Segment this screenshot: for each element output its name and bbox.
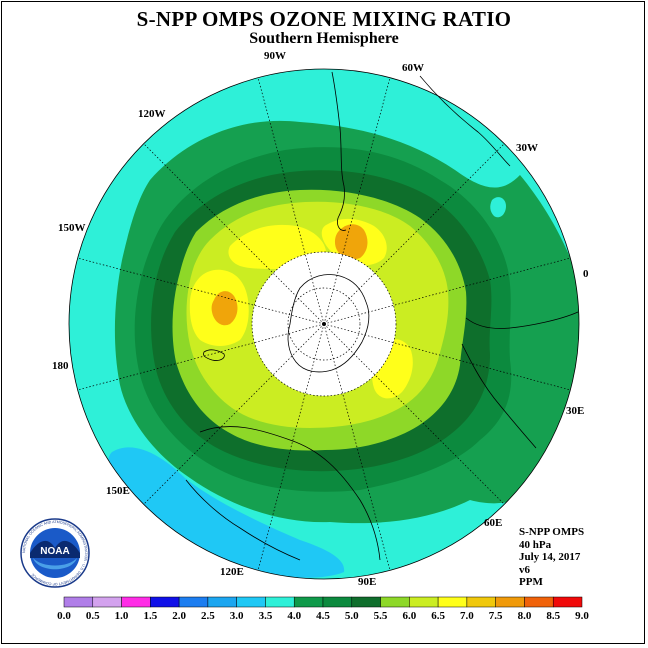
noaa-logo: NOAA NATIONAL OCEANIC AND ATMOSPHERIC AD…: [20, 518, 90, 588]
field-orange-7.0-7.5: [334, 224, 368, 260]
colorbar-tick-label: 7.0: [460, 610, 474, 622]
coastline-south-america-east: [419, 75, 511, 167]
lon-label-30w: 30W: [516, 142, 538, 154]
colorbar-tick-label: 3.5: [259, 610, 273, 622]
meridian-line: [77, 257, 325, 325]
meridian-line: [323, 323, 571, 391]
lon-label-60w: 60W: [402, 62, 424, 74]
colorbar-tick-labels: 0.0 0.5 1.0 1.5 2.0 2.5 3.0 3.5 4.0 4.5 5.0 5.5 6.0 6…: [57, 610, 589, 622]
colorbar-swatch: [63, 596, 94, 608]
graticule: [77, 77, 571, 571]
lon-label-120w: 120W: [138, 108, 166, 120]
lon-label-90e: 90E: [358, 576, 377, 588]
colorbar-swatch: [380, 596, 410, 608]
meridian-line: [323, 143, 505, 325]
lon-label-120e: 120E: [220, 566, 244, 578]
south-pole-marker: [322, 322, 326, 326]
colorbar-tick-label: 1.0: [115, 610, 129, 622]
meridian-line: [143, 143, 325, 325]
colorbar-tick-label: 4.0: [287, 610, 301, 622]
colorbar-swatch: [524, 596, 554, 608]
field-orange-7.0-7.5: [211, 291, 238, 326]
coastline-south-america: [331, 71, 347, 231]
colorbar-swatch: [409, 596, 439, 608]
field-cyan-3.5-4.0: [490, 197, 506, 218]
colorbar-tick-label: 8.5: [546, 610, 560, 622]
page-title: S-NPP OMPS OZONE MIXING RATIO: [136, 7, 512, 31]
meridians: [77, 77, 571, 571]
colorbar-swatch: [92, 596, 122, 608]
colorbar-tick-label: 1.5: [143, 610, 157, 622]
coastline-africa-east: [461, 343, 537, 449]
coastline-australia: [199, 426, 381, 561]
coastline-new-zealand: [203, 349, 225, 361]
meridian-line: [143, 323, 325, 505]
colorbar-tick-label: 2.5: [201, 610, 215, 622]
colorbar-swatch: [351, 596, 381, 608]
pressure-level: 40 hPa: [519, 538, 552, 551]
colorbar-swatch: [236, 596, 266, 608]
colorbar-tick-label: 5.0: [345, 610, 359, 622]
lon-label-30e: 30E: [566, 405, 585, 417]
meridian-line: [77, 323, 325, 391]
meridian-line: [257, 323, 325, 571]
colorbar-tick-label: 2.0: [172, 610, 186, 622]
lon-label-150e: 150E: [106, 485, 130, 497]
colorbar-tick-label: 3.0: [230, 610, 244, 622]
colorbar-swatch: [466, 596, 496, 608]
coastline-antarctica: [287, 274, 370, 373]
colorbar-swatches: [63, 596, 583, 608]
observation-date: July 14, 2017: [519, 551, 581, 564]
colorbar-swatch: [293, 596, 324, 608]
colorbar-swatch: [265, 596, 295, 608]
lon-label-60e: 60E: [484, 517, 503, 529]
latitude-circle: [287, 287, 361, 361]
lon-label-0: 0: [583, 268, 589, 280]
colorbar-swatch: [121, 596, 151, 608]
lon-label-180: 180: [52, 360, 69, 372]
colorbar-swatch: [552, 596, 583, 608]
colorbar-swatch: [437, 596, 468, 608]
colorbar-tick-label: 0.0: [57, 610, 71, 622]
colorbar-tick-label: 8.0: [518, 610, 532, 622]
meridian-line: [323, 323, 505, 505]
map-boundary: [68, 68, 580, 580]
colorbar-swatch: [207, 596, 237, 608]
data-version: v6: [519, 563, 530, 576]
meridian-line: [323, 77, 391, 325]
colorbar-tick-label: 9.0: [575, 610, 589, 622]
colorbar-tick-label: 0.5: [86, 610, 100, 622]
lon-label-150w: 150W: [58, 222, 86, 234]
colorbar-tick-label: 6.5: [431, 610, 445, 622]
units-label: PPM: [519, 576, 543, 589]
latitude-circle: [251, 251, 397, 397]
coastline-africa: [465, 311, 579, 329]
instrument-name: S-NPP OMPS: [519, 526, 585, 538]
lon-label-90w: 90W: [264, 50, 286, 62]
colorbar-swatch: [150, 596, 180, 608]
colorbar-swatch: [322, 596, 353, 608]
colorbar-swatch: [495, 596, 525, 608]
colorbar-tick-label: 7.5: [489, 610, 503, 622]
colorbar-tick-label: 5.5: [374, 610, 388, 622]
product-info: S-NPP OMPS 40 hPa July 14, 2017 v6 PPM: [519, 526, 584, 589]
coastlines: [185, 71, 579, 561]
page-subtitle: Southern Hemisphere: [249, 30, 399, 47]
meridian-line: [323, 257, 571, 325]
noaa-logo-text: NOAA: [40, 546, 69, 557]
colorbar-tick-label: 4.5: [316, 610, 330, 622]
field-lightblue-3.0-3.5: [108, 447, 345, 578]
coastline-indonesia: [185, 479, 301, 561]
colorbar-tick-label: 6.0: [402, 610, 416, 622]
meridian-line: [323, 323, 391, 571]
meridian-line: [257, 77, 325, 325]
colorbar-swatch: [178, 596, 209, 608]
